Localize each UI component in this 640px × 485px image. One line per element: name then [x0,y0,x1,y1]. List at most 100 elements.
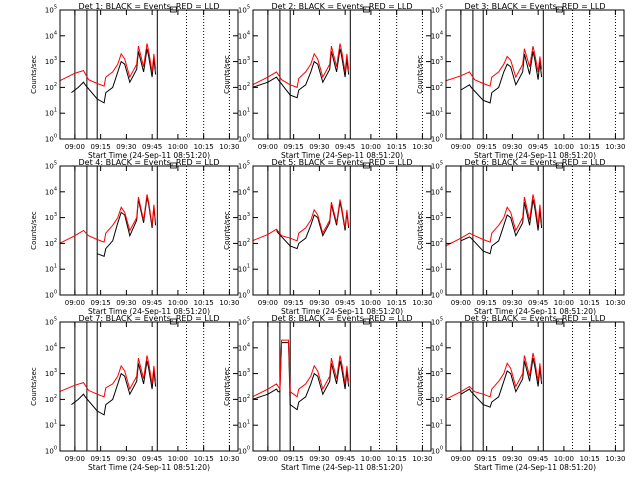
y-tick-label: 104 [431,30,443,40]
legend-box [169,6,177,13]
series-events-line [276,201,350,250]
series-lld-line [59,43,157,87]
legend-box [169,162,177,169]
panel-det-7: Det 7: BLACK = Events, RED = LLD 100 101 10… [30,314,240,472]
x-tick-label: 09:45 [528,143,548,151]
y-tick-label: 105 [238,5,250,15]
y-tick-label: 105 [431,317,443,327]
panel-det-3: Det 3: BLACK = Events, RED = LLD 100 101 10… [416,2,626,160]
x-tick-label: 10:15 [194,143,214,151]
x-axis-label: Start Time (24-Sep-11 08:51:20) [474,463,596,472]
x-tick-label: 10:15 [194,299,214,307]
panel-title: Det 8: BLACK = Events, RED = LLD [272,314,413,323]
x-tick-label: 10:15 [580,455,600,463]
y-tick-label: 100 [45,290,57,300]
x-tick-label: 09:00 [258,455,278,463]
axes-frame [252,9,432,140]
series-lld-line [252,339,350,398]
y-axis-label: Counts/sec [416,367,424,406]
series-events-line [460,51,543,104]
y-tick-label: 105 [45,317,57,327]
y-tick-label: 103 [45,368,57,378]
y-tick-label: 100 [238,290,250,300]
axes-frame [445,9,625,140]
x-tick-label: 09:45 [142,143,162,151]
x-tick-label: 10:15 [580,299,600,307]
y-tick-label: 101 [45,264,57,274]
y-tick-label: 103 [431,212,443,222]
x-tick-label: 09:30 [502,299,522,307]
axes-frame [59,321,239,452]
x-tick-label: 10:30 [412,143,432,151]
x-tick-label: 10:00 [361,143,381,151]
panel-det-8: Det 8: BLACK = Events, RED = LLD 100 101 10… [223,314,433,472]
x-tick-label: 09:00 [65,299,85,307]
x-tick-label: 09:00 [258,143,278,151]
panel-title: Det 5: BLACK = Events, RED = LLD [272,158,413,167]
axes-frame [59,165,239,296]
panel-title: Det 2: BLACK = Events, RED = LLD [272,2,413,11]
x-tick-label: 09:30 [116,455,136,463]
y-tick-label: 102 [431,238,443,248]
series-events-line [71,360,157,416]
y-tick-label: 100 [431,134,443,144]
axes-frame [252,165,432,296]
legend-box [362,318,370,325]
x-tick-label: 10:00 [361,299,381,307]
y-tick-label: 104 [431,342,443,352]
y-tick-label: 104 [431,186,443,196]
legend-box [555,318,563,325]
x-axis-label: Start Time (24-Sep-11 08:51:20) [88,307,210,316]
axes-frame [59,9,239,140]
y-tick-label: 101 [431,264,443,274]
x-tick-label: 10:30 [219,455,239,463]
y-tick-label: 100 [431,290,443,300]
panel-title: Det 3: BLACK = Events, RED = LLD [465,2,606,11]
y-tick-label: 104 [45,186,57,196]
y-tick-label: 105 [238,317,250,327]
series-events-line [460,357,543,408]
x-tick-label: 09:30 [502,455,522,463]
y-tick-label: 104 [45,30,57,40]
x-tick-label: 09:15 [91,299,111,307]
y-tick-label: 102 [45,238,57,248]
x-tick-label: 10:00 [554,143,574,151]
series-lld-line [445,194,543,247]
x-tick-label: 09:45 [335,299,355,307]
x-tick-label: 09:00 [451,143,471,151]
y-tick-label: 101 [238,264,250,274]
series-events-line [252,48,350,99]
y-tick-label: 102 [238,238,250,248]
y-tick-label: 105 [431,5,443,15]
x-tick-label: 09:00 [451,299,471,307]
y-tick-label: 100 [431,446,443,456]
x-axis-label: Start Time (24-Sep-11 08:51:20) [281,463,403,472]
y-axis-label: Counts/sec [416,211,424,250]
y-tick-label: 104 [238,186,250,196]
y-tick-label: 103 [431,368,443,378]
axes-frame [445,165,625,296]
x-tick-label: 09:15 [91,455,111,463]
panel-title: Det 1: BLACK = Events, RED = LLD [79,2,220,11]
y-tick-label: 103 [238,368,250,378]
y-tick-label: 101 [431,420,443,430]
x-tick-label: 09:00 [65,143,85,151]
x-tick-label: 09:15 [284,455,304,463]
x-tick-label: 10:00 [361,455,381,463]
axes-frame [252,321,432,452]
y-tick-label: 100 [238,446,250,456]
y-axis-label: Counts/sec [416,55,424,94]
x-axis-label: Start Time (24-Sep-11 08:51:20) [281,307,403,316]
x-tick-label: 09:45 [142,299,162,307]
y-tick-label: 101 [238,108,250,118]
panel-det-9: Det 9: BLACK = Events, RED = LLD 100 101 10… [416,314,626,472]
x-tick-label: 09:00 [65,455,85,463]
x-tick-label: 10:00 [554,455,574,463]
x-tick-label: 09:30 [309,143,329,151]
y-tick-label: 101 [238,420,250,430]
y-tick-label: 104 [238,342,250,352]
x-tick-label: 09:15 [477,299,497,307]
legend-box [362,6,370,13]
panel-det-5: Det 5: BLACK = Events, RED = LLD 100 101 10… [223,158,433,316]
y-tick-label: 100 [45,446,57,456]
